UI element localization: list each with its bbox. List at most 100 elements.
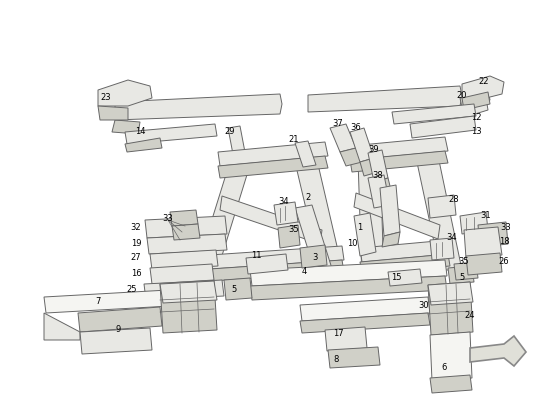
Polygon shape [147,234,227,254]
Polygon shape [354,193,440,239]
Text: 29: 29 [225,128,235,136]
Polygon shape [190,165,250,290]
Polygon shape [170,210,198,226]
Polygon shape [380,185,400,236]
Text: 5: 5 [459,274,465,282]
Text: 26: 26 [499,258,509,266]
Polygon shape [195,260,344,282]
Polygon shape [470,336,526,366]
Text: 24: 24 [465,310,475,320]
Polygon shape [218,142,328,166]
Polygon shape [460,212,488,234]
Polygon shape [462,76,504,100]
Text: 20: 20 [456,90,468,100]
Text: 12: 12 [471,114,481,122]
Text: 17: 17 [333,330,343,338]
Polygon shape [250,260,447,286]
Polygon shape [428,282,473,335]
Text: 13: 13 [471,128,481,136]
Polygon shape [428,195,456,218]
Text: 5: 5 [232,286,236,294]
Polygon shape [220,196,322,244]
Text: 35: 35 [289,226,299,234]
Text: 2: 2 [305,194,311,202]
Polygon shape [430,332,472,381]
Text: 11: 11 [251,252,261,260]
Polygon shape [454,262,478,280]
Text: 6: 6 [441,364,447,372]
Text: 23: 23 [101,94,111,102]
Polygon shape [300,297,430,321]
Polygon shape [250,276,447,300]
Polygon shape [350,128,374,162]
Polygon shape [340,148,362,166]
Polygon shape [115,94,282,120]
Polygon shape [430,375,472,393]
Text: 30: 30 [419,300,430,310]
Polygon shape [360,240,450,262]
Polygon shape [218,156,328,178]
Text: 36: 36 [351,124,361,132]
Text: 4: 4 [301,268,307,276]
Polygon shape [98,106,128,120]
Polygon shape [464,227,502,258]
Polygon shape [360,254,450,274]
Text: 15: 15 [390,274,402,282]
Polygon shape [78,307,162,332]
Polygon shape [295,141,316,167]
Text: 28: 28 [449,196,459,204]
Polygon shape [460,90,490,108]
Polygon shape [228,126,248,170]
Polygon shape [160,281,217,333]
Polygon shape [388,269,422,286]
Polygon shape [350,151,448,172]
Polygon shape [350,137,448,160]
Text: 31: 31 [481,212,491,220]
Polygon shape [144,280,224,300]
Polygon shape [98,80,152,106]
Polygon shape [246,254,288,274]
Polygon shape [466,253,502,275]
Polygon shape [44,313,80,340]
Polygon shape [150,250,218,270]
Polygon shape [368,175,390,208]
Polygon shape [125,138,162,152]
Text: 10: 10 [346,240,358,248]
Polygon shape [382,232,400,247]
Polygon shape [80,328,152,354]
Text: 21: 21 [289,136,299,144]
Polygon shape [195,246,344,270]
Polygon shape [368,150,388,182]
Text: 25: 25 [126,286,138,294]
Polygon shape [330,124,356,152]
Text: 33: 33 [163,214,173,222]
Polygon shape [308,86,462,112]
Polygon shape [460,98,488,118]
Text: 32: 32 [131,224,141,232]
Text: 35: 35 [459,258,469,266]
Text: 8: 8 [333,356,339,364]
Polygon shape [150,264,214,284]
Text: 3: 3 [312,254,318,262]
Polygon shape [278,225,300,248]
Text: 14: 14 [135,128,145,136]
Polygon shape [160,281,217,303]
Polygon shape [295,205,334,278]
Polygon shape [172,224,200,240]
Polygon shape [360,158,378,176]
Polygon shape [410,116,476,138]
Polygon shape [44,289,188,313]
Text: 9: 9 [116,326,120,334]
Text: 1: 1 [358,224,362,232]
Text: 34: 34 [279,198,289,206]
Text: 7: 7 [95,298,101,306]
Polygon shape [224,278,252,300]
Polygon shape [300,313,430,333]
Polygon shape [478,222,508,247]
Polygon shape [428,282,473,305]
Polygon shape [274,202,298,225]
Polygon shape [295,160,346,285]
Text: 39: 39 [368,146,379,154]
Polygon shape [145,216,227,238]
Polygon shape [462,92,490,110]
